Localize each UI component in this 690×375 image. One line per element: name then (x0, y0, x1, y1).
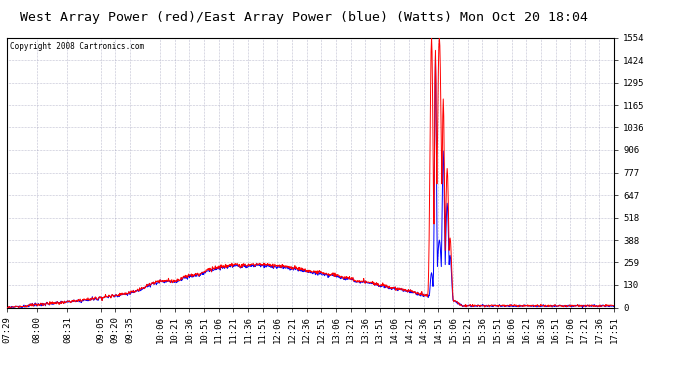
Text: Copyright 2008 Cartronics.com: Copyright 2008 Cartronics.com (10, 42, 144, 51)
Text: West Array Power (red)/East Array Power (blue) (Watts) Mon Oct 20 18:04: West Array Power (red)/East Array Power … (19, 11, 588, 24)
